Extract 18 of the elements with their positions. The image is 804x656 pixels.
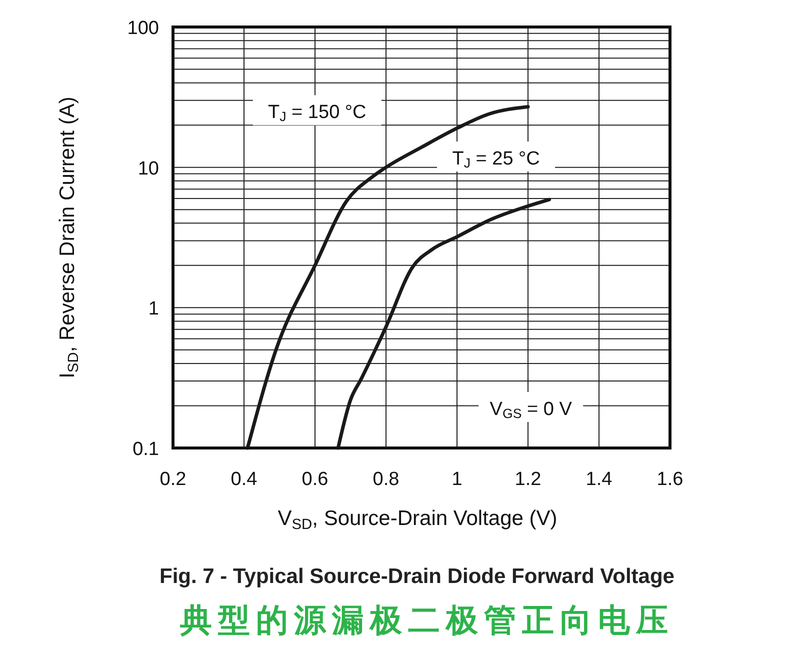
x-tick-label: 1.4 <box>586 469 613 490</box>
text: Fig. 7 - Typical Source-Drain Diode Forward Voltage <box>160 565 674 588</box>
y-tick-label: 0.1 <box>132 439 159 460</box>
y-tick-label: 10 <box>138 158 159 180</box>
annotation: T$_{J}$ = 150 °C <box>268 102 366 124</box>
x-tick-label: 0.6 <box>302 469 328 490</box>
x-tick-label: 1.2 <box>514 469 542 490</box>
x-tick-label: 1 <box>452 469 462 490</box>
y-tick-label: 1 <box>148 298 159 320</box>
annotation: T$_{J}$ = 25 °C <box>452 148 540 171</box>
x-axis-title: V$_{SD}$, Source-Drain Voltage (V) <box>278 507 558 533</box>
text: 典型的源漏极二极管正向电压 <box>179 602 674 638</box>
annotation: V$_{GS}$ = 0 V <box>490 399 572 422</box>
x-tick-label: 1.6 <box>656 469 684 490</box>
x-tick-label: 0.4 <box>230 469 258 490</box>
x-tick-label: 0.2 <box>160 469 186 490</box>
y-tick-label: 100 <box>127 18 159 39</box>
x-tick-label: 0.8 <box>372 469 400 490</box>
